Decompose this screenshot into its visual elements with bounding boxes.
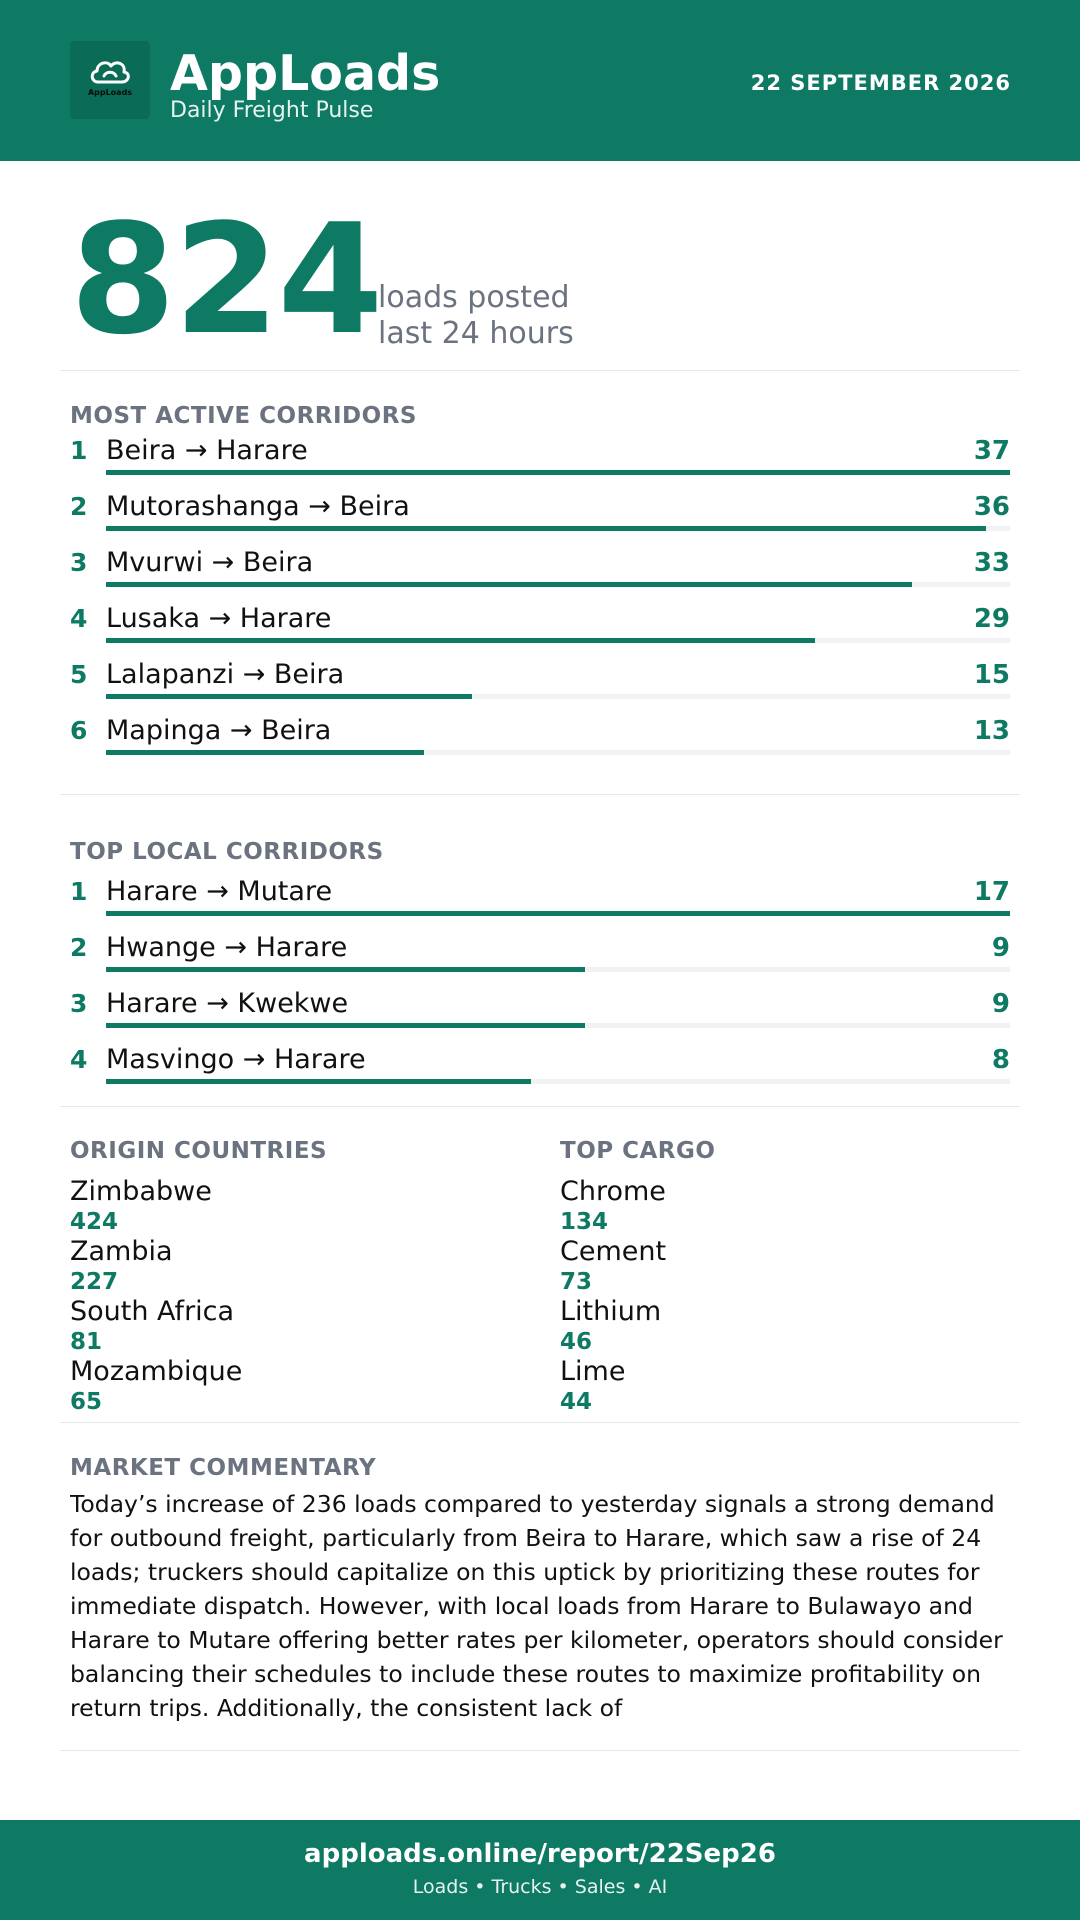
corridor-route: Masvingo → Harare <box>106 1044 366 1075</box>
apploads-logo: AppLoads <box>70 41 150 119</box>
corridor-bar-fill <box>106 582 913 587</box>
logo-wordmark: AppLoads <box>87 88 133 97</box>
corridor-route: Harare → Mutare <box>106 876 333 907</box>
corridor-bar-fill <box>106 967 585 972</box>
stat-value: 46 <box>560 1329 593 1355</box>
corridor-route: Harare → Kwekwe <box>106 988 349 1019</box>
corridor-rank: 2 <box>70 933 88 962</box>
corridor-rank: 3 <box>70 548 88 577</box>
corridor-route: Mapinga → Beira <box>106 715 332 746</box>
corridor-bar-track <box>106 470 1010 475</box>
corridor-bar-fill <box>106 1023 585 1028</box>
stat-value: 73 <box>560 1269 593 1295</box>
loads-posted-count: 824 <box>70 191 383 368</box>
stat-value: 44 <box>560 1389 593 1415</box>
corridor-count: 8 <box>991 1045 1010 1075</box>
stat-value: 81 <box>70 1329 103 1355</box>
commentary-text: Today’s increase of 236 loads compared t… <box>70 1490 1003 1722</box>
corridor-bar-track <box>106 1079 1010 1084</box>
corridor-rank: 2 <box>70 492 88 521</box>
stat-value: 65 <box>70 1389 103 1415</box>
corridor-bar-fill <box>106 470 1010 475</box>
loads-posted-caption: loads posted last 24 hours <box>378 280 574 352</box>
active-corridors-title: MOST ACTIVE CORRIDORS <box>70 403 417 429</box>
stat-value: 134 <box>560 1209 609 1235</box>
report-header: AppLoads AppLoads Daily Freight Pulse 22… <box>0 0 1080 161</box>
origin-countries-title: ORIGIN COUNTRIES <box>70 1138 328 1164</box>
corridor-bar-track <box>106 526 1010 531</box>
stat-name: Lime <box>560 1356 626 1387</box>
corridor-rank: 3 <box>70 989 88 1018</box>
corridor-rank: 6 <box>70 716 88 745</box>
corridor-bar-track <box>106 967 1010 972</box>
corridor-count: 33 <box>973 548 1010 578</box>
top-cargo-title: TOP CARGO <box>560 1138 716 1164</box>
corridor-route: Mutorashanga → Beira <box>106 491 410 522</box>
stat-name: Zambia <box>70 1236 173 1267</box>
cloud-icon <box>90 61 130 84</box>
local-corridors-title: TOP LOCAL CORRIDORS <box>70 839 384 865</box>
divider <box>60 1106 1020 1107</box>
report-url-link[interactable]: apploads.online/report/22Sep26 <box>304 1839 776 1869</box>
corridor-count: 17 <box>973 877 1010 907</box>
stat-name: Zimbabwe <box>70 1176 212 1207</box>
corridor-rank: 4 <box>70 1045 88 1074</box>
corridor-rank: 5 <box>70 660 88 689</box>
caption-line-2: last 24 hours <box>378 316 574 351</box>
footer-tagline: Loads • Trucks • Sales • AI <box>412 1876 668 1898</box>
top-cargo-list: Chrome 134 Cement 73 Lithium 46 Lime 44 <box>560 1176 1010 1416</box>
brand-name: AppLoads <box>170 45 441 102</box>
corridor-count: 9 <box>991 933 1010 963</box>
corridor-bar-fill <box>106 750 424 755</box>
corridor-route: Beira → Harare <box>106 435 308 466</box>
divider <box>60 1750 1020 1751</box>
top-cargo-section: TOP CARGO Chrome 134 Cement 73 Lithium 46 Lime… <box>560 1136 1010 1416</box>
report-date: 22 SEPTEMBER 2026 <box>750 71 1011 95</box>
stat-name: South Africa <box>70 1296 235 1327</box>
brand-tagline: Daily Freight Pulse <box>170 98 374 123</box>
corridor-bar-fill <box>106 638 815 643</box>
divider <box>60 370 1020 371</box>
stat-name: Chrome <box>560 1176 666 1207</box>
corridor-bar-track <box>106 750 1010 755</box>
stat-value: 227 <box>70 1269 119 1295</box>
corridor-rank: 1 <box>70 877 88 906</box>
corridor-rank: 1 <box>70 436 88 465</box>
stat-value: 424 <box>70 1209 119 1235</box>
corridor-bar-track <box>106 911 1010 916</box>
stat-name: Cement <box>560 1236 667 1267</box>
corridor-count: 29 <box>973 604 1010 634</box>
corridor-count: 9 <box>991 989 1010 1019</box>
stat-name: Lithium <box>560 1296 662 1327</box>
corridor-bar-track <box>106 694 1010 699</box>
caption-line-1: loads posted <box>378 280 570 315</box>
divider <box>60 794 1020 795</box>
corridor-route: Mvurwi → Beira <box>106 547 314 578</box>
report-footer: apploads.online/report/22Sep26 Loads • T… <box>0 1820 1080 1920</box>
corridor-bar-track <box>106 1023 1010 1028</box>
corridor-count: 15 <box>973 660 1010 690</box>
corridor-route: Lalapanzi → Beira <box>106 659 345 690</box>
corridor-bar-track <box>106 638 1010 643</box>
origin-countries-list: Zimbabwe 424 Zambia 227 South Africa 81 Mozamb… <box>70 1176 520 1416</box>
corridor-count: 36 <box>973 492 1010 522</box>
corridor-count: 37 <box>973 436 1010 466</box>
origin-countries-section: ORIGIN COUNTRIES Zimbabwe 424 Zambia 227 Sou… <box>70 1136 520 1416</box>
corridor-route: Hwange → Harare <box>106 932 348 963</box>
corridor-bar-track <box>106 582 1010 587</box>
stat-name: Mozambique <box>70 1356 243 1387</box>
commentary-title: MARKET COMMENTARY <box>70 1455 377 1481</box>
corridor-rank: 4 <box>70 604 88 633</box>
corridor-count: 13 <box>973 716 1010 746</box>
corridor-route: Lusaka → Harare <box>106 603 332 634</box>
corridor-bar-fill <box>106 526 986 531</box>
corridor-bar-fill <box>106 1079 532 1084</box>
corridor-bar-fill <box>106 911 1010 916</box>
corridor-bar-fill <box>106 694 473 699</box>
divider <box>60 1422 1020 1423</box>
